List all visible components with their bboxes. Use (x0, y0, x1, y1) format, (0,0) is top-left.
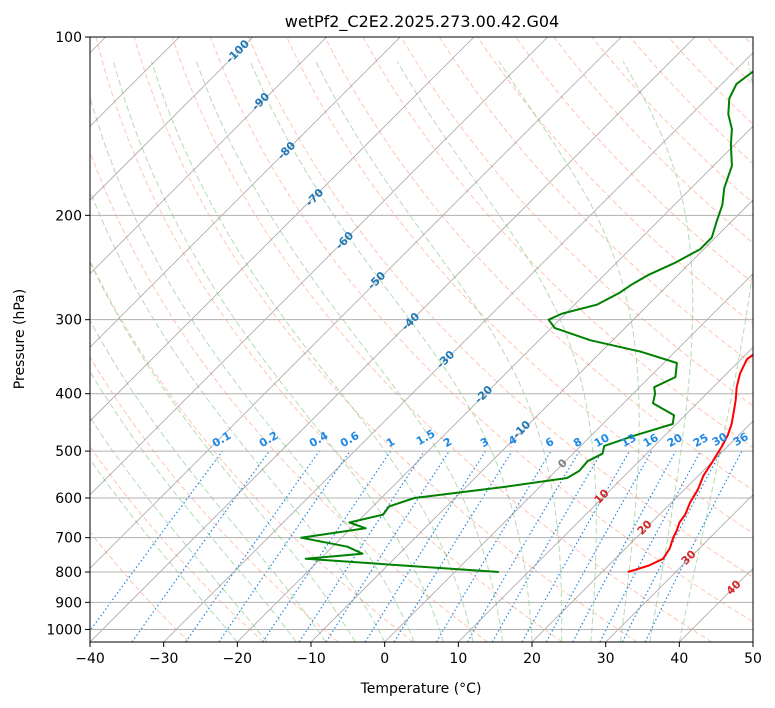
moist-adiabat-line (90, 189, 386, 642)
dry-adiabat-line (171, 37, 712, 642)
isotherm-line (90, 37, 548, 496)
dry-adiabat-line (90, 150, 488, 642)
mixing-ratio-line (298, 450, 425, 642)
y-tick-label: 600 (55, 491, 82, 507)
mixing-ratio-line (545, 450, 653, 642)
mixing-ratio-line (185, 450, 320, 642)
y-tick-label: 700 (55, 531, 82, 547)
isotherm-line (90, 37, 622, 569)
mixing-ratio-line (131, 450, 270, 642)
x-tick-label: −10 (296, 651, 326, 667)
moist-adiabat-line (150, 61, 474, 642)
x-axis: −40 −30 −20 −10 0 10 20 30 40 50 (75, 642, 762, 667)
dry-adiabat-line (210, 37, 753, 623)
x-tick-label: 40 (670, 651, 688, 667)
y-tick-label: 300 (55, 313, 82, 329)
moist-adiabat-line (315, 61, 563, 642)
y-tick-label: 200 (55, 208, 82, 224)
moist-adiabat-line (90, 319, 327, 642)
dry-adiabat-line (400, 37, 753, 407)
sounding-profiles (300, 70, 753, 573)
moist-adiabat-line (90, 260, 356, 642)
isotherm-line (531, 420, 753, 642)
y-axis-title: Pressure (hPa) (12, 289, 28, 389)
y-tick-label: 900 (55, 595, 82, 611)
y-tick-label: 400 (55, 387, 82, 403)
y-tick-label: 500 (55, 444, 82, 460)
mixing-ratio-line (262, 450, 392, 642)
x-tick-label: 0 (380, 651, 389, 667)
temperature-profile (627, 353, 753, 573)
dry-adiabat-line (591, 37, 753, 204)
chart-title: wetPf2_C2E2.2025.273.00.42.G04 (285, 12, 559, 32)
y-tick-label: 1000 (46, 622, 82, 638)
dry-adiabat-line (286, 37, 753, 534)
moist-adiabats (90, 61, 753, 642)
dry-adiabat-line (553, 37, 753, 244)
isotherm-line (237, 125, 753, 642)
moist-adiabat-line (396, 61, 597, 642)
dry-adiabat-line (95, 37, 563, 642)
y-tick-label: 800 (55, 565, 82, 581)
x-tick-label: −20 (223, 651, 253, 667)
plot-frame (89, 36, 754, 643)
mixing-ratio-line (393, 450, 513, 642)
y-tick-label: 100 (55, 30, 82, 46)
moist-adiabat-line (249, 61, 533, 642)
dry-adiabat-line (248, 37, 753, 578)
mixing-ratio-line (644, 450, 743, 642)
isotherm-line (384, 273, 753, 642)
moist-adiabat-line (678, 61, 753, 642)
x-axis-title: Temperature (°C) (360, 681, 482, 697)
isotherm-line (163, 52, 753, 642)
dry-adiabat-line (90, 356, 339, 642)
x-tick-label: 50 (744, 651, 762, 667)
dry-adiabat-line (324, 37, 753, 491)
moist-adiabat-line (90, 95, 415, 642)
isotherm-line (310, 199, 753, 642)
isotherms (90, 37, 753, 642)
moist-adiabat-line (90, 458, 238, 642)
mixing-ratio-line (521, 450, 631, 642)
mixing-ratio-lines (90, 450, 743, 642)
dry-adiabat-line (133, 37, 638, 642)
mixing-ratio-line (90, 450, 223, 632)
isotherm-line (458, 346, 753, 642)
isotherm-line (605, 494, 753, 642)
dry-adiabat-line (90, 531, 190, 642)
moist-adiabat-line (112, 61, 445, 642)
moist-adiabat-line (622, 61, 694, 642)
x-tick-label: −40 (75, 651, 105, 667)
x-tick-label: 20 (523, 651, 541, 667)
isotherm-line (90, 37, 327, 275)
x-tick-label: −30 (149, 651, 179, 667)
isotherm-line (90, 37, 475, 422)
mixing-ratio-line (218, 450, 351, 642)
y-axis: 100 200 300 400 500 600 700 800 900 1000 (46, 30, 90, 638)
dry-adiabat-line (477, 37, 753, 325)
dry-adiabat-line (90, 259, 414, 642)
dewpoint-profile (300, 70, 753, 573)
isobars (90, 37, 753, 630)
dry-adiabat-line (438, 37, 753, 365)
plot-area (90, 37, 753, 642)
x-tick-label: 10 (449, 651, 467, 667)
isotherm-line (90, 37, 254, 201)
isotherm-line (90, 37, 696, 642)
x-tick-label: 30 (597, 651, 615, 667)
mixing-ratio-line (572, 450, 677, 642)
isotherm-line (90, 37, 401, 348)
